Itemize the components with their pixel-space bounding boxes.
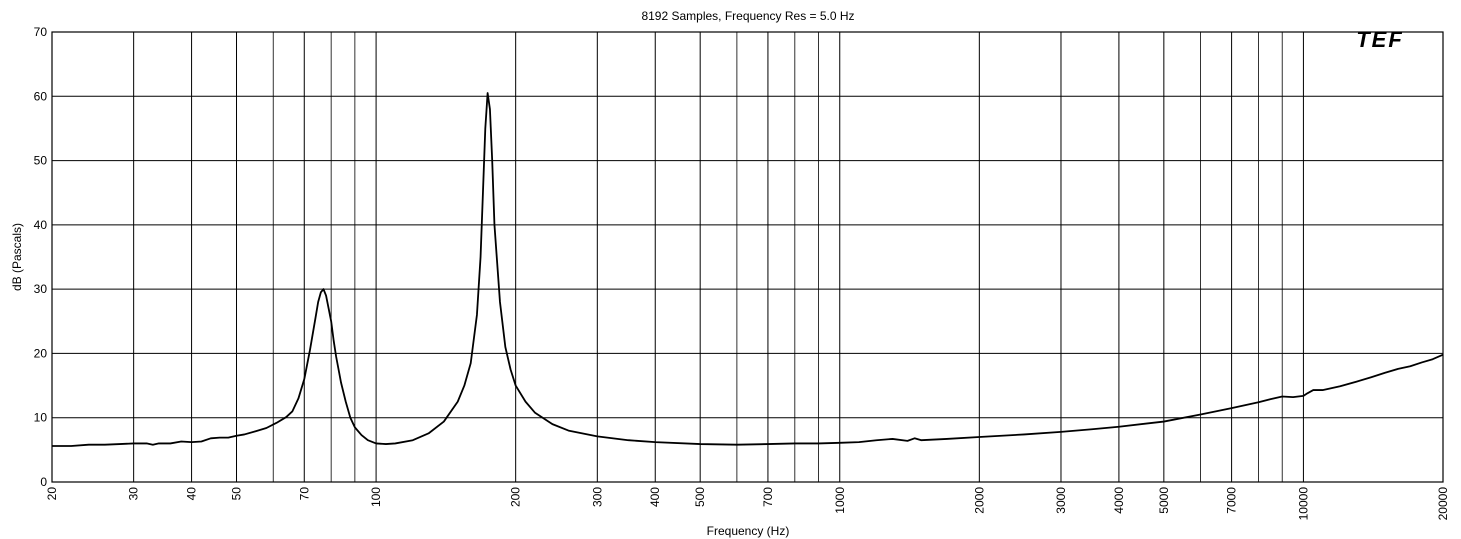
x-tick-label: 200 [509,487,523,507]
x-tick-label: 40 [185,487,199,501]
series-layer [52,92,1444,447]
x-tick-label: 70 [297,487,311,501]
response-curve [52,92,1444,447]
x-tick-label: 500 [693,487,707,507]
x-axis-label: Frequency (Hz) [707,524,790,538]
y-tick-label: 10 [34,411,48,425]
x-tick-label: 4000 [1112,487,1126,514]
x-tick-label: 50 [230,487,244,501]
x-tick-label: 700 [761,487,775,507]
y-tick-label: 30 [34,282,48,296]
y-axis-label: dB (Pascals) [10,223,24,291]
chart-title: 8192 Samples, Frequency Res = 5.0 Hz [641,9,854,23]
y-tick-label: 60 [34,89,48,103]
y-tick-label: 40 [34,218,48,232]
x-tick-label: 300 [590,487,604,507]
tick-labels: 0 10 20 30 40 50 60 70 20 30 40 50 70 100 200 300 400 500… [34,25,1450,520]
x-tick-label: 20 [45,487,59,501]
tef-logo-text: TEF [1356,27,1404,52]
x-tick-label: 400 [648,487,662,507]
x-tick-label: 5000 [1157,487,1171,514]
x-tick-label: 7000 [1225,487,1239,514]
x-tick-label: 30 [127,487,141,501]
grid-layer [51,31,1444,483]
x-tick-label: 1000 [833,487,847,514]
x-tick-label: 10000 [1296,487,1310,521]
x-tick-label: 20000 [1436,487,1450,521]
y-tick-label: 20 [34,346,48,360]
x-tick-label: 2000 [972,487,986,514]
plot-frame [51,31,1444,483]
tef-logo: TEF [1356,27,1404,52]
y-tick-label: 70 [34,25,48,39]
x-tick-label: 100 [369,487,383,507]
y-tick-label: 0 [40,475,47,489]
y-tick-label: 50 [34,154,48,168]
x-tick-label: 3000 [1054,487,1068,514]
